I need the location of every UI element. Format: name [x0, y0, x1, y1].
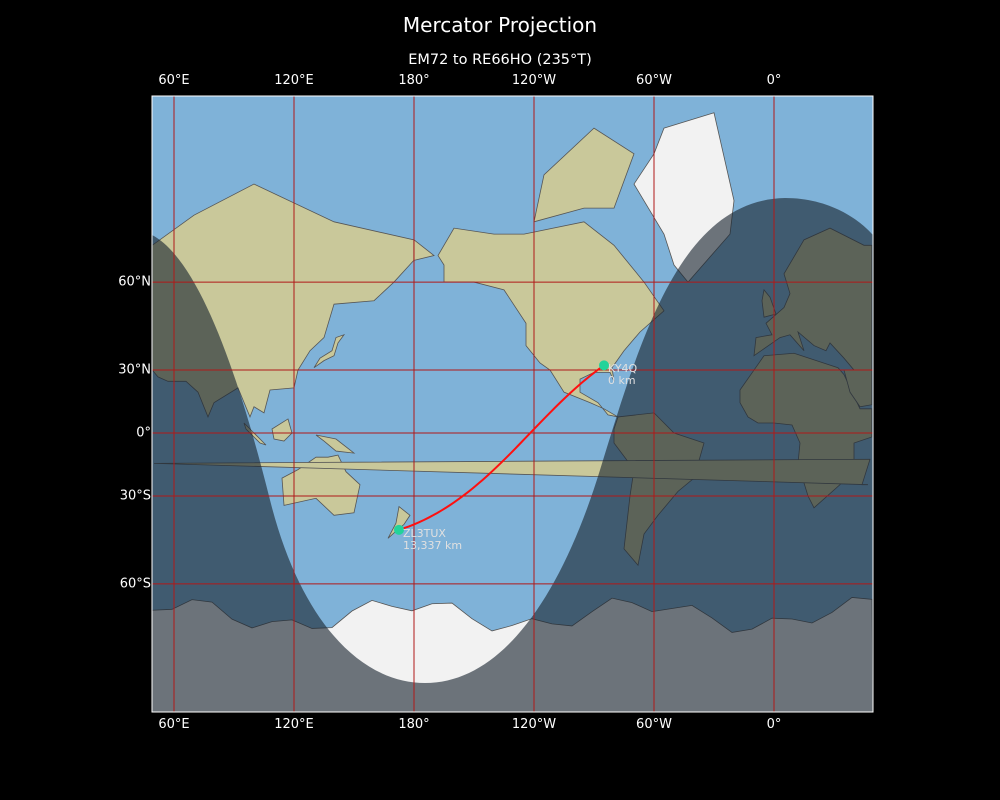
japan	[313, 334, 346, 369]
lat-tick-label: 30°S	[119, 488, 151, 504]
station-distance-label: 0 km	[608, 374, 636, 388]
borneo	[271, 418, 293, 442]
station-call-label: ZL3TUX	[403, 526, 446, 540]
lon-tick-label-bottom: 60°W	[636, 717, 672, 732]
lon-tick-label-bottom: 0°	[766, 717, 782, 732]
lon-tick-label-top: 180°	[398, 73, 430, 88]
lon-tick-label-top: 60°E	[158, 73, 190, 88]
lon-tick-label-top: 120°W	[511, 73, 557, 88]
station-marker[interactable]	[394, 524, 404, 535]
lat-tick-label: 0°	[136, 425, 151, 441]
lat-tick-label: 60°N	[118, 274, 151, 290]
station-marker[interactable]	[599, 360, 609, 371]
great-circle-path	[398, 364, 605, 531]
lon-tick-label-bottom: 120°E	[274, 717, 314, 732]
lon-tick-label-top: 0°	[766, 73, 782, 88]
station-call-label: KY4Q	[608, 362, 638, 376]
new-guinea	[315, 434, 356, 454]
lat-tick-label: 30°N	[118, 362, 151, 378]
australia	[281, 454, 361, 516]
graticule	[152, 96, 873, 712]
lon-tick-label-top: 120°E	[274, 73, 314, 88]
lon-tick-label-bottom: 120°W	[511, 717, 557, 732]
figure-title: Mercator Projection	[402, 13, 598, 37]
route-layer	[394, 360, 609, 535]
canadian-arctic	[533, 127, 635, 223]
lon-tick-label-top: 60°W	[636, 73, 672, 88]
lon-tick-label-bottom: 180°	[398, 717, 430, 732]
station-distance-label: 13,337 km	[403, 538, 463, 552]
lon-tick-label-bottom: 60°E	[158, 717, 190, 732]
lat-tick-label: 60°S	[119, 576, 151, 592]
map-frame	[151, 95, 874, 713]
map-subtitle: EM72 to RE66HO (235°T)	[408, 52, 592, 68]
